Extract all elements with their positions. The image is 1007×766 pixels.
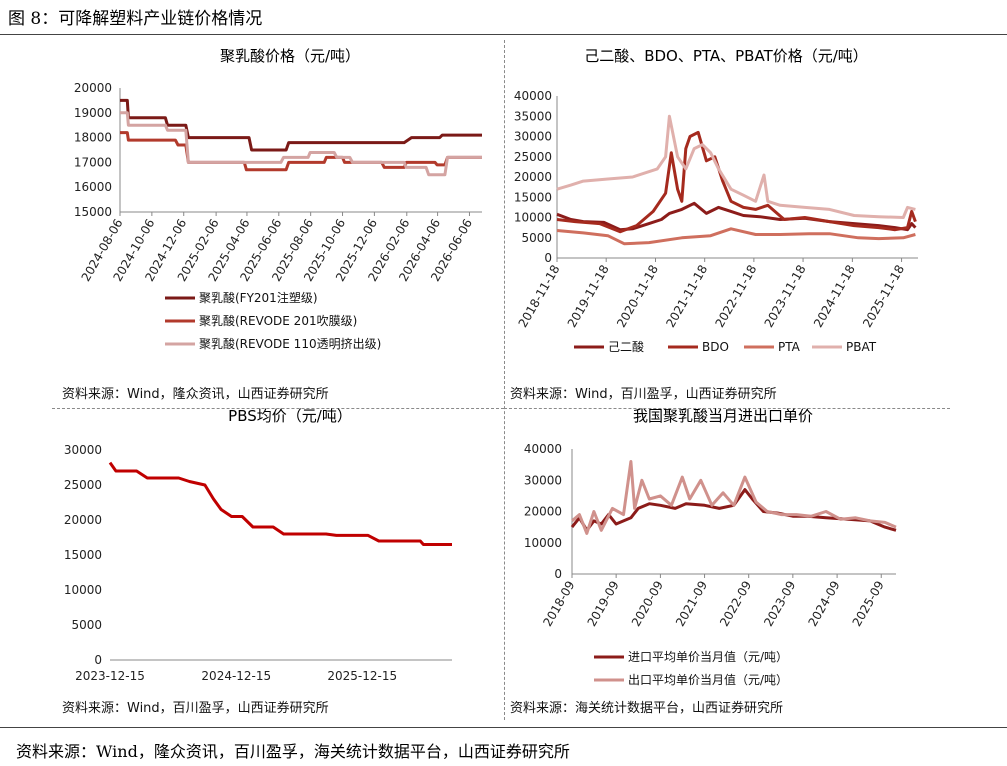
trade-x-tick-label: 2022-09 [717, 579, 754, 629]
panel-divider-right [504, 408, 950, 409]
feed-x-tick-label: 2025-11-18 [860, 263, 907, 330]
pbs-y-tick-label: 20000 [64, 513, 102, 527]
pla-legend-label-2: 聚乳酸(REVODE 110透明挤出级) [199, 336, 381, 351]
trade-chart-title: 我国聚乳酸当月进出口单价 [633, 407, 813, 425]
trade-x-tick-label: 2024-09 [806, 579, 843, 629]
trade-x-tick-label: 2018-09 [540, 579, 577, 629]
trade-y-tick-label: 10000 [524, 536, 562, 550]
feed-y-tick-label: 40000 [514, 89, 552, 103]
pbs-source-note: 资料来源：Wind，百川盈孚，山西证券研究所 [62, 700, 329, 716]
pla-y-tick-label: 19000 [74, 106, 112, 120]
trade-x-tick-label: 2019-09 [585, 579, 622, 629]
feed-x-tick-label: 2024-11-18 [811, 263, 858, 330]
pla-source-note: 资料来源：Wind，隆众资讯，山西证券研究所 [62, 386, 329, 402]
feed-series-line-3 [556, 114, 916, 219]
pla-chart-title: 聚乳酸价格（元/吨） [220, 47, 360, 65]
trade-series-line-0 [570, 488, 897, 532]
trade-y-tick-label: 20000 [524, 505, 562, 519]
pbs-y-tick-label: 15000 [64, 548, 102, 562]
feed-y-tick-label: 30000 [514, 130, 552, 144]
feed-y-tick-label: 10000 [514, 211, 552, 225]
pbs-x-tick-label: 2023-12-15 [75, 669, 145, 683]
panel-divider-vertical [504, 40, 505, 720]
pbs-y-tick-label: 10000 [64, 583, 102, 597]
feed-series-line-1 [556, 130, 917, 234]
feed-y-tick-label: 15000 [514, 190, 552, 204]
feed-y-tick-label: 35000 [514, 109, 552, 123]
trade-x-tick-label: 2025-09 [850, 579, 887, 629]
feed-legend-label-2: PTA [778, 340, 801, 354]
trade-y-tick-label: 30000 [524, 473, 562, 487]
feed-y-tick-label: 0 [544, 251, 552, 265]
pbs-y-tick-label: 30000 [64, 443, 102, 457]
feed-y-tick-label: 25000 [514, 150, 552, 164]
trade-x-tick-label: 2023-09 [761, 579, 798, 629]
pbs-x-tick-label: 2024-12-15 [201, 669, 271, 683]
figure-title: 图 8：可降解塑料产业链价格情况 [8, 9, 263, 29]
feed-x-tick-label: 2021-11-18 [663, 263, 710, 330]
feed-series-line-2 [556, 227, 916, 246]
feed-legend-label-3: PBAT [846, 340, 877, 354]
pbs-x-tick-label: 2025-12-15 [327, 669, 397, 683]
pla-legend-label-0: 聚乳酸(FY201注塑级) [199, 290, 318, 305]
trade-source-note: 资料来源：海关统计数据平台，山西证券研究所 [510, 700, 783, 716]
feed-x-tick-label: 2022-11-18 [712, 263, 759, 330]
feed-source-note: 资料来源：Wind，百川盈孚，山西证券研究所 [510, 386, 777, 402]
feed-x-tick-label: 2023-11-18 [762, 263, 809, 330]
trade-x-tick-label: 2021-09 [673, 579, 710, 629]
top-rule [0, 34, 1007, 35]
pbs-y-tick-label: 0 [94, 653, 102, 667]
pbs-chart-title: PBS均价（元/吨） [228, 407, 352, 425]
trade-y-tick-label: 0 [554, 567, 562, 581]
pla-series-line-2 [120, 111, 482, 177]
pbs-y-tick-label: 5000 [71, 618, 102, 632]
feed-x-tick-label: 2019-11-18 [565, 263, 612, 330]
pla-legend-label-1: 聚乳酸(REVODE 201吹膜级) [199, 313, 357, 328]
feed-x-tick-label: 2020-11-18 [614, 263, 661, 330]
pla-y-tick-label: 16000 [74, 180, 112, 194]
feed-legend-label-1: BDO [702, 340, 729, 354]
pbs-y-tick-label: 25000 [64, 478, 102, 492]
feed-legend-label-0: 己二酸 [608, 339, 644, 354]
bottom-rule [0, 727, 1007, 728]
feed-chart-title: 己二酸、BDO、PTA、PBAT价格（元/吨） [584, 47, 868, 65]
feed-series-line-0 [556, 201, 917, 232]
pla-y-tick-label: 15000 [74, 205, 112, 219]
feed-y-tick-label: 5000 [521, 231, 552, 245]
trade-y-tick-label: 40000 [524, 442, 562, 456]
pbs-series-line-0 [108, 461, 452, 546]
pla-y-tick-label: 18000 [74, 131, 112, 145]
trade-series-line-1 [571, 460, 897, 535]
pla-y-tick-label: 17000 [74, 155, 112, 169]
pla-y-tick-label: 20000 [74, 81, 112, 95]
pla-series-line-0 [120, 98, 482, 152]
footer-source: 资料来源：Wind，隆众资讯，百川盈孚，海关统计数据平台，山西证券研究所 [16, 742, 570, 761]
trade-x-tick-label: 2020-09 [629, 579, 666, 629]
panel-divider-left [52, 408, 504, 409]
pla-series-line-1 [120, 131, 482, 172]
feed-y-tick-label: 20000 [514, 170, 552, 184]
trade-legend-label-1: 出口平均单价当月值（元/吨） [628, 672, 788, 687]
feed-x-tick-label: 2018-11-18 [516, 263, 563, 330]
trade-legend-label-0: 进口平均单价当月值（元/吨） [628, 649, 788, 664]
